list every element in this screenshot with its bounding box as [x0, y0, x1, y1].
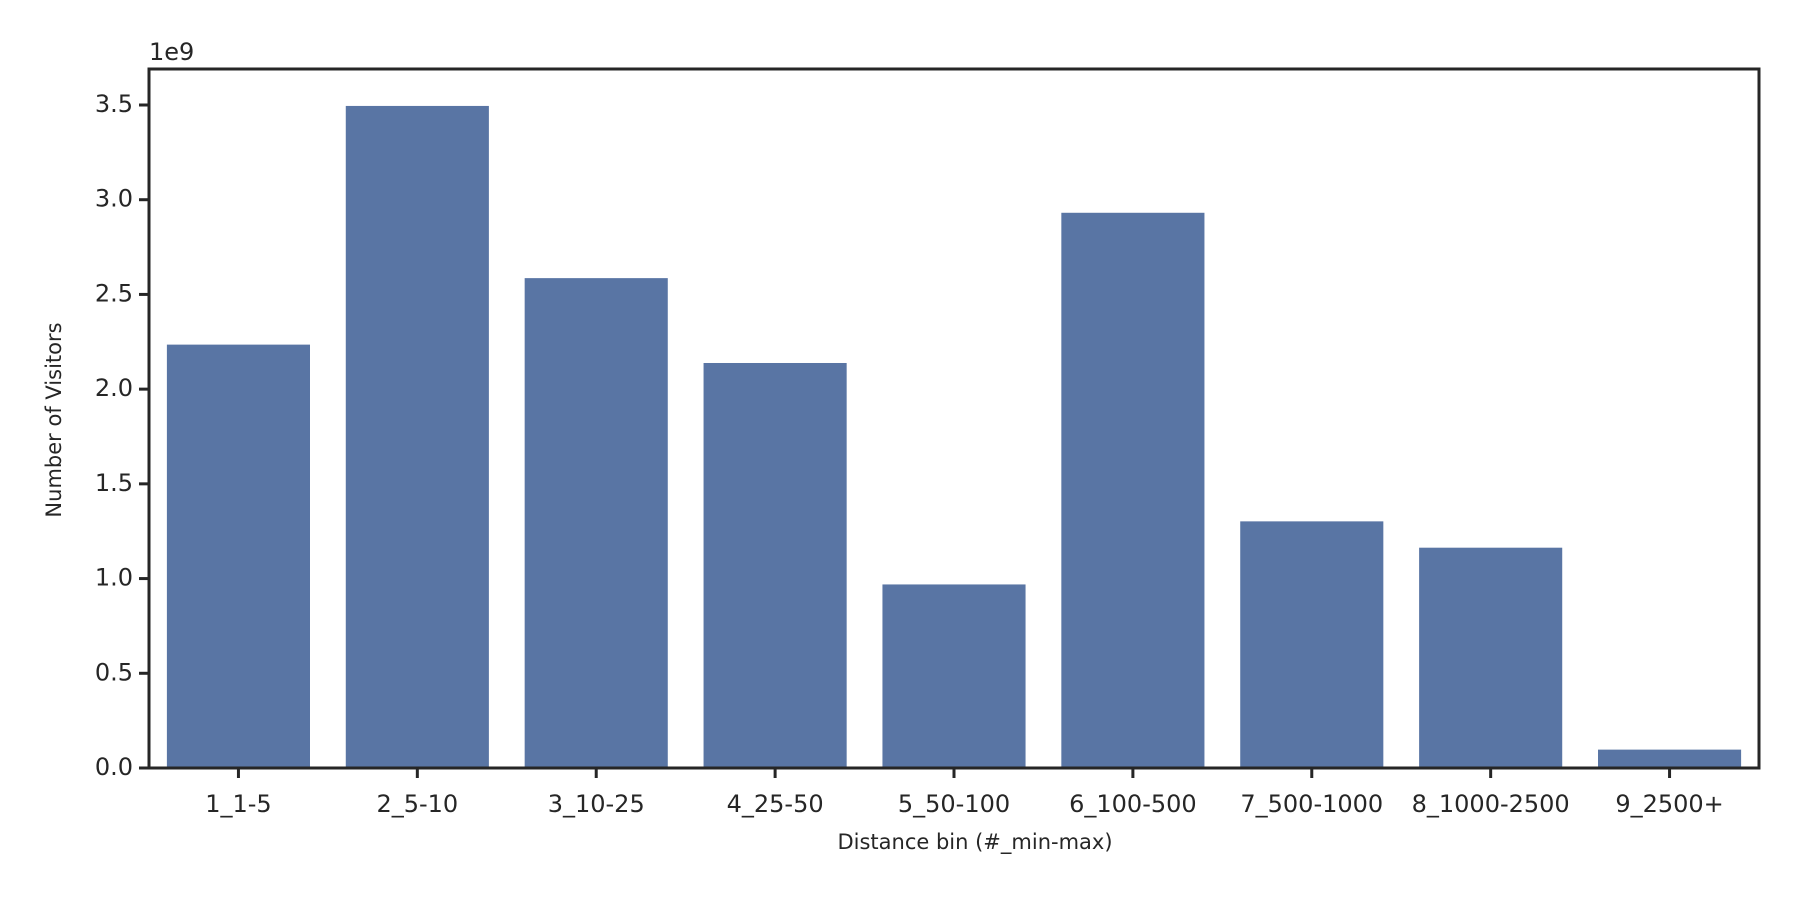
plot-frame	[147, 67, 1761, 770]
x-tick-label: 7_500-1000	[1240, 790, 1383, 818]
y-tick-label: 0.0	[95, 753, 133, 781]
y-tick-label: 0.5	[95, 658, 133, 686]
y-tick-label: 3.5	[95, 90, 133, 118]
bar	[1240, 521, 1384, 768]
bar	[1061, 212, 1205, 768]
x-axis-label: Distance bin (#_min-max)	[837, 830, 1112, 855]
bar	[166, 344, 310, 768]
bar	[1419, 547, 1563, 768]
x-tick-label: 4_25-50	[727, 790, 824, 818]
bar	[524, 278, 668, 768]
y-tick-label: 3.0	[95, 185, 133, 213]
x-tick-label: 2_5-10	[376, 790, 458, 818]
y-offset-label: 1e9	[149, 38, 194, 66]
y-tick-label: 2.0	[95, 374, 133, 402]
x-tick-label: 1_1-5	[205, 790, 271, 818]
x-tick-label: 6_100-500	[1069, 790, 1197, 818]
y-tick-label: 1.0	[95, 564, 133, 592]
bar	[882, 584, 1026, 768]
y-tick-label: 2.5	[95, 279, 133, 307]
y-tick-label: 1.5	[95, 469, 133, 497]
y-axis-label: Number of Visitors	[42, 322, 66, 517]
x-tick-label: 5_50-100	[898, 790, 1010, 818]
x-tick-label: 3_10-25	[548, 790, 645, 818]
bar	[703, 362, 847, 768]
bar	[345, 105, 489, 768]
bar	[1598, 749, 1742, 768]
x-tick-label: 8_1000-2500	[1412, 790, 1570, 818]
x-tick-label: 9_2500+	[1615, 790, 1723, 818]
